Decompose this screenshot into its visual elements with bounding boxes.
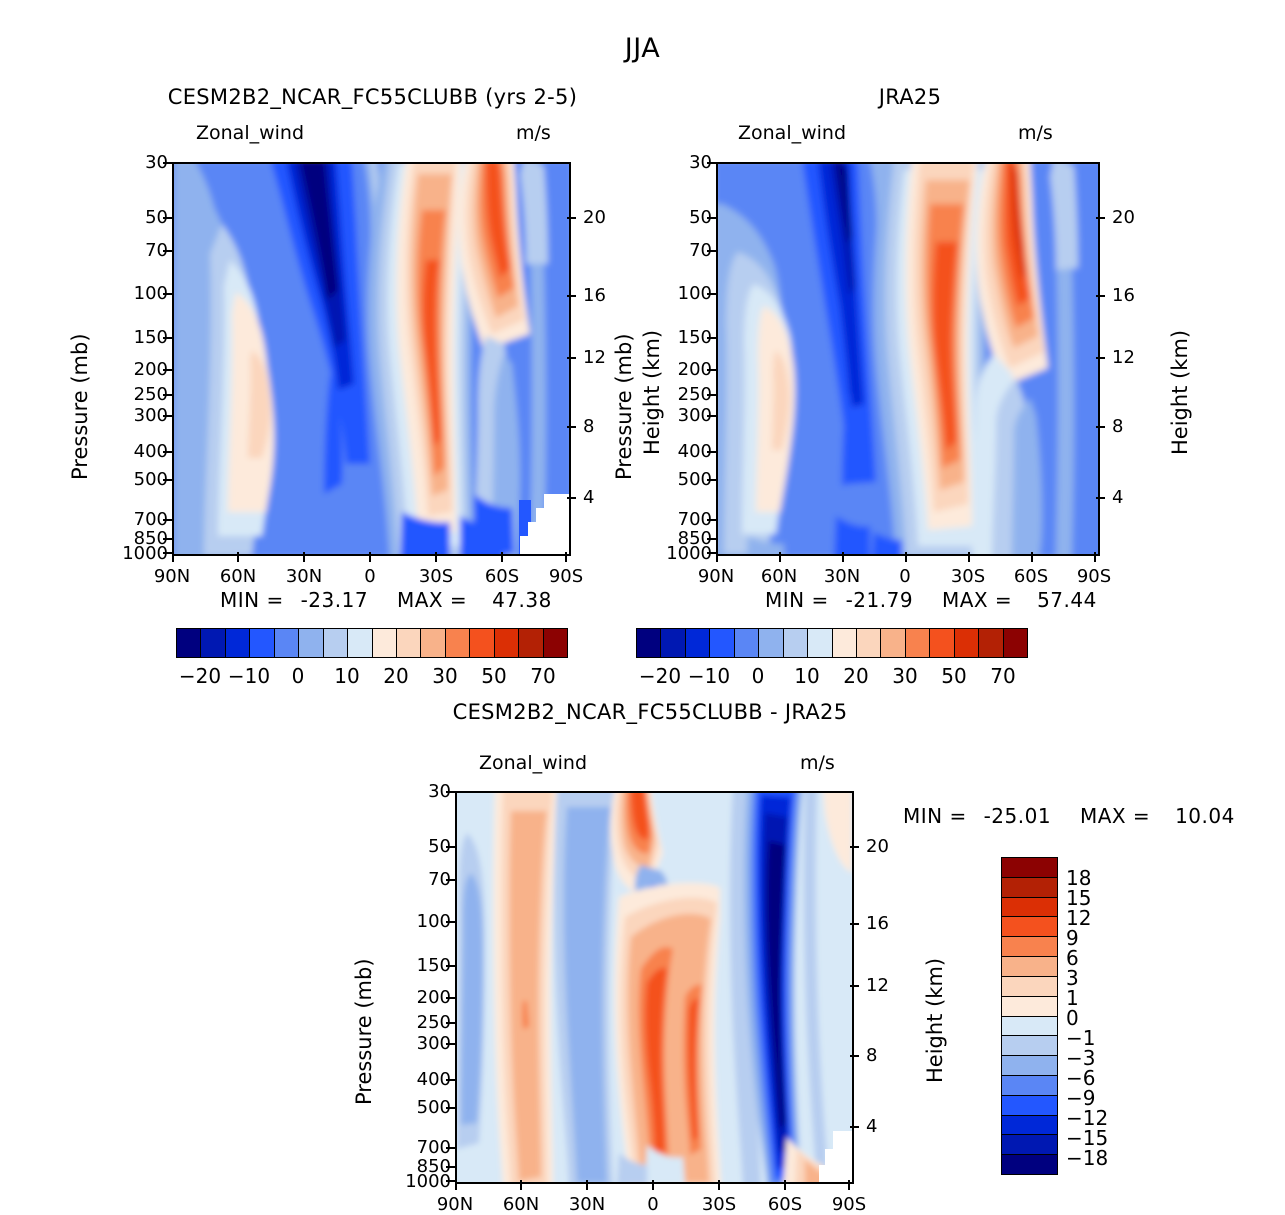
max-label-diff: MAX = xyxy=(1079,804,1151,828)
min-label-diff: MIN = xyxy=(903,804,967,828)
min-label-model: MIN = xyxy=(220,588,284,612)
min-value-model: -23.17 xyxy=(300,588,369,612)
panel-units-diff: m/s xyxy=(800,752,835,774)
y-axis-title-pressure-model: Pressure (mb) xyxy=(68,333,92,480)
max-value-diff: 10.04 xyxy=(1175,804,1235,828)
y-axis-title-height-obs: Height (km) xyxy=(1168,329,1192,455)
min-label-obs: MIN = xyxy=(765,588,829,612)
contour-plot-diff[interactable] xyxy=(455,791,854,1184)
y-axis-title-height-model: Height (km) xyxy=(640,329,664,455)
max-label-obs: MAX = xyxy=(941,588,1013,612)
y-axis-title-pressure-diff: Pressure (mb) xyxy=(352,958,376,1105)
colorbar-diff[interactable] xyxy=(1001,857,1058,1175)
panel-var-label-diff: Zonal_wind xyxy=(479,752,588,774)
colorbar-model[interactable] xyxy=(176,628,568,658)
panel-title-diff: CESM2B2_NCAR_FC55CLUBB - JRA25 xyxy=(452,700,848,724)
panel-title-obs: JRA25 xyxy=(878,85,942,109)
max-value-model: 47.38 xyxy=(492,588,552,612)
panel-title-model: CESM2B2_NCAR_FC55CLUBB (yrs 2-5) xyxy=(167,85,578,109)
y-axis-title-height-diff: Height (km) xyxy=(923,957,947,1083)
contour-plot-obs[interactable] xyxy=(716,162,1100,556)
panel-units-model: m/s xyxy=(516,122,551,144)
colorbar-obs[interactable] xyxy=(636,628,1028,658)
panel-var-label-model: Zonal_wind xyxy=(196,122,305,144)
max-label-model: MAX = xyxy=(396,588,468,612)
minmax-obs: MIN = -21.79 MAX = 57.44 xyxy=(765,588,1097,612)
min-value-diff: -25.01 xyxy=(983,804,1052,828)
max-value-obs: 57.44 xyxy=(1037,588,1097,612)
panel-var-label-obs: Zonal_wind xyxy=(738,122,847,144)
contour-plot-model[interactable] xyxy=(172,162,571,556)
figure-season-title: JJA xyxy=(624,33,661,64)
panel-units-obs: m/s xyxy=(1018,122,1053,144)
y-axis-title-pressure-obs: Pressure (mb) xyxy=(612,333,636,480)
min-value-obs: -21.79 xyxy=(845,588,914,612)
minmax-model: MIN = -23.17 MAX = 47.38 xyxy=(220,588,552,612)
minmax-diff: MIN = -25.01 MAX = 10.04 xyxy=(903,804,1235,828)
